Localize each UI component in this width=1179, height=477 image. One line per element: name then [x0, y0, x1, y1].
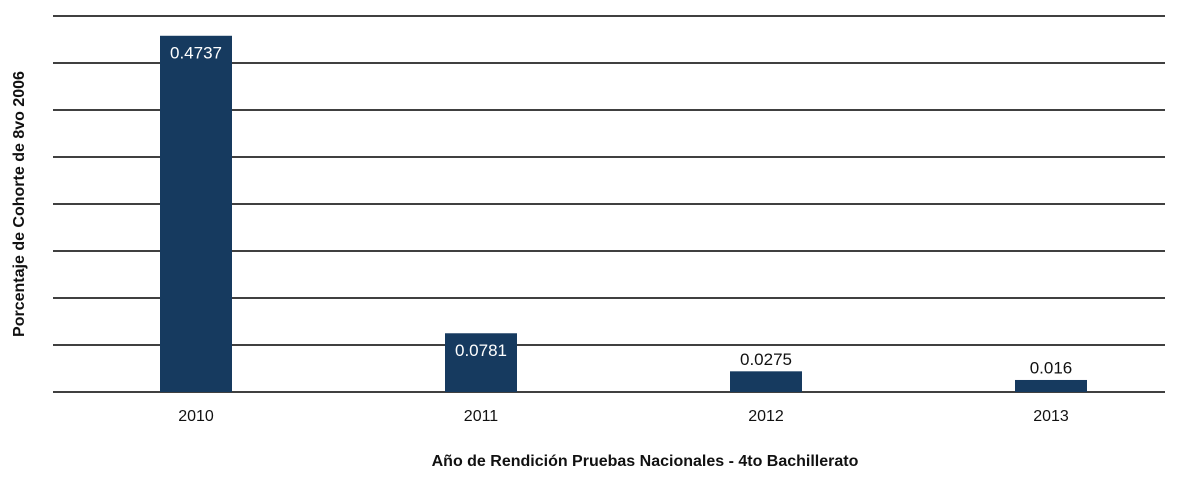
bar — [1015, 379, 1087, 392]
x-tick-label: 2010 — [178, 408, 214, 425]
x-tick-label: 2012 — [748, 408, 784, 425]
x-tick-label: 2011 — [464, 408, 499, 425]
x-tick-label: 2013 — [1033, 408, 1069, 425]
bar — [445, 333, 517, 392]
y-axis-title: Porcentaje de Cohorte de 8vo 2006 — [11, 71, 28, 337]
bar — [730, 371, 802, 392]
value-label: 0.0781 — [455, 341, 507, 360]
value-label: 0.0275 — [740, 350, 792, 369]
bar — [160, 35, 232, 393]
x-axis-title: Año de Rendición Pruebas Nacionales - 4t… — [432, 453, 859, 470]
value-label: 0.4737 — [170, 43, 222, 62]
value-label: 0.016 — [1030, 358, 1073, 377]
